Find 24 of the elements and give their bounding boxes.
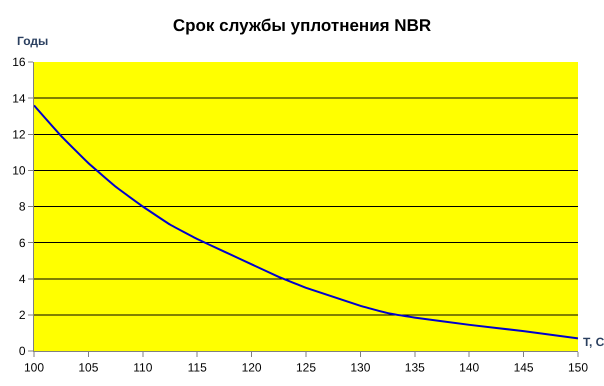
x-tick-label: 130 xyxy=(350,360,371,374)
y-tick-label: 16 xyxy=(12,55,26,70)
y-tick-label: 0 xyxy=(18,344,26,358)
x-tick-label: 115 xyxy=(188,360,208,374)
x-tick-label: 110 xyxy=(133,360,153,374)
x-tick-label: 125 xyxy=(296,360,316,374)
y-tick-label: 4 xyxy=(18,272,26,286)
x-tick-label: 140 xyxy=(459,360,480,374)
line-series xyxy=(34,104,578,340)
x-tick-label: 120 xyxy=(242,360,262,374)
x-tick-label: 145 xyxy=(514,360,534,374)
y-tick-label: 12 xyxy=(12,127,26,142)
y-tick-label: 6 xyxy=(18,236,26,250)
x-axis-title: T, C xyxy=(583,335,604,349)
chart-title: Срок службы уплотнения NBR xyxy=(172,16,432,36)
y-tick-label: 8 xyxy=(18,200,26,214)
y-tick-label: 2 xyxy=(18,308,26,322)
x-tick-label: 135 xyxy=(404,360,426,374)
y-axis-title: Годы xyxy=(17,34,48,48)
y-tick-label: 14 xyxy=(12,91,26,106)
x-tick-label: 150 xyxy=(568,360,588,374)
y-tick-label: 10 xyxy=(12,164,26,178)
x-tick-label: 105 xyxy=(78,360,99,374)
x-tick-label: 100 xyxy=(24,360,44,374)
